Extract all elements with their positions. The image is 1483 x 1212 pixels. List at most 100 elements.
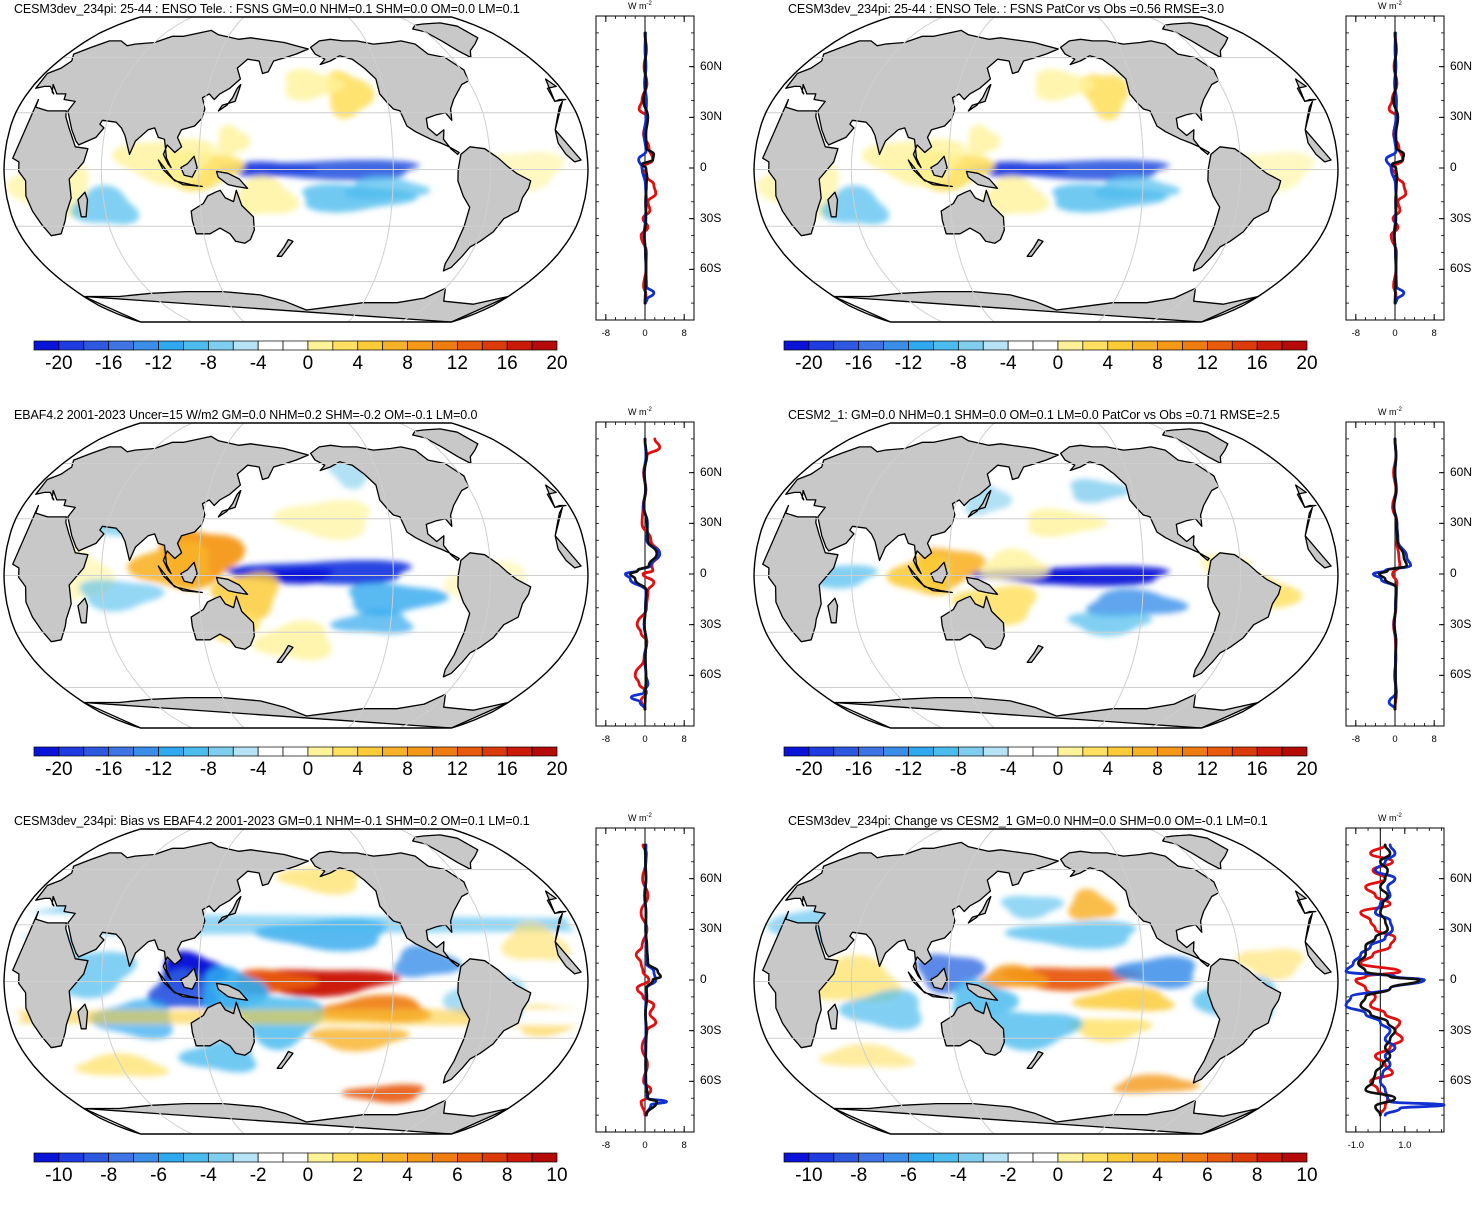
land-africa [12, 504, 582, 643]
profile-x-tick-label: -8 [601, 734, 611, 745]
land-japan [967, 83, 992, 112]
colorbar-swatch [957, 1152, 984, 1163]
longitude-line [948, 829, 995, 1134]
colorbar-tick-label: 12 [446, 759, 468, 780]
land-madagascar [77, 191, 89, 218]
colorbar-tick-label: -20 [795, 353, 823, 374]
land-indonesia [907, 971, 953, 1000]
profile-latitude-label: 60N [700, 464, 723, 479]
colorbar-tick-label: 8 [402, 759, 413, 780]
colorbar [33, 1152, 558, 1163]
profile-x-tick-label: 0 [642, 734, 648, 745]
land-borneo [930, 155, 948, 178]
colorbar-swatch [257, 340, 284, 351]
anomaly-region [886, 554, 954, 596]
land-eurasia [785, 435, 1317, 575]
land-australia [190, 1001, 255, 1056]
colorbar-tick-label: -12 [144, 759, 173, 780]
colorbar-tick-label: -4 [999, 759, 1017, 780]
colorbar-swatch [783, 746, 810, 757]
colorbar-tick-label: 4 [1102, 759, 1114, 780]
colorbar-swatch [1157, 340, 1183, 351]
profile-latitude-label: 60S [1450, 1073, 1472, 1088]
profile-latitude-label: 0 [1450, 972, 1457, 986]
colorbar-swatch [1182, 746, 1208, 757]
colorbar-swatch [207, 746, 234, 757]
colorbar-swatch [933, 340, 959, 351]
colorbar-swatch [908, 1152, 934, 1163]
profile-unit-exponent: -2 [646, 813, 652, 819]
profile-latitude-label: 60N [1450, 58, 1473, 73]
longitude-line [1149, 829, 1242, 1134]
map-panel-6: CESM3dev_234pi: Change vs CESM2_1 GM=0.0… [750, 812, 1483, 1212]
colorbar-tick-label: 16 [496, 353, 518, 374]
land-borneo [930, 561, 948, 584]
colorbar-tick-label: 6 [452, 1165, 463, 1186]
colorbar-swatch [83, 746, 110, 757]
longitude-line [948, 423, 995, 728]
anomaly-region [14, 1004, 582, 1037]
anomaly-region [1035, 68, 1095, 101]
land-madagascar [77, 597, 89, 624]
robinson-map [753, 422, 1339, 729]
anomaly-region [980, 1011, 1084, 1051]
profile-latitude-label: 0 [1450, 160, 1457, 174]
land-newGuinea [965, 982, 999, 1002]
anomaly-region [838, 989, 922, 1031]
colorbar-swatch [1007, 746, 1034, 757]
colorbar-swatch [382, 746, 408, 757]
profile-latitude-label: 60S [700, 667, 722, 682]
anomaly-region [252, 620, 332, 661]
colorbar-swatch [382, 340, 408, 351]
colorbar-swatch [833, 1152, 860, 1163]
longitude-line [1097, 423, 1144, 728]
profile-unit-text: W m [628, 813, 647, 823]
colorbar-tick-label: 16 [1246, 353, 1268, 374]
profile-line-new [643, 843, 662, 1117]
colorbar-tick-label: 4 [352, 759, 364, 780]
colorbar-swatch [1032, 340, 1059, 351]
longitude-line [1097, 829, 1144, 1134]
colorbar-swatch [1281, 340, 1308, 351]
colorbar-tick-label: 20 [546, 759, 568, 780]
colorbar-swatch [908, 746, 934, 757]
profile-x-tick-label: 1.0 [1398, 1140, 1412, 1151]
colorbar-swatch [783, 340, 810, 351]
colorbar-swatch [957, 746, 984, 757]
colorbar-swatch [232, 1152, 259, 1163]
land-newGuinea [215, 170, 249, 190]
colorbar-tick-label: 6 [1202, 1165, 1213, 1186]
zonal-mean-profile: W m-2 60N 30N 0 30S 60S -8 0 8 [1342, 407, 1483, 758]
anomaly-region [797, 954, 903, 1003]
land-newGuinea [965, 576, 999, 596]
land-newGuinea [965, 170, 999, 190]
robinson-map [3, 422, 589, 729]
land-newGuinea [215, 576, 249, 596]
land-eurasia [35, 29, 567, 169]
colorbar-swatch [1157, 746, 1183, 757]
colorbar [783, 746, 1308, 757]
panel-title: EBAF4.2 2001-2023 Uncer=15 W/m2 GM=0.0 N… [14, 408, 478, 422]
anomaly-region [979, 548, 1050, 580]
colorbar-tick-label: -6 [150, 1165, 167, 1186]
colorbar-swatch [33, 340, 60, 351]
anomaly-region [393, 945, 463, 978]
profile-latitude-label: 30S [1450, 616, 1472, 631]
profile-plot [595, 15, 695, 321]
land-northAmerica [309, 38, 469, 156]
profile-unit-exponent: -2 [1396, 813, 1402, 819]
profile-latitude-label: 30N [1450, 921, 1473, 936]
longitude-line [1149, 423, 1242, 728]
colorbar-swatch [481, 1152, 508, 1163]
profile-unit-exponent: -2 [646, 1, 652, 7]
colorbar-swatch [1281, 1152, 1308, 1163]
land-indonesia [907, 565, 953, 594]
profile-latitude-label: 30S [1450, 210, 1472, 225]
map-border [3, 16, 589, 323]
land-eurasia [35, 435, 567, 575]
map-panel-5: CESM3dev_234pi: Bias vs EBAF4.2 2001-202… [0, 812, 745, 1212]
longitude-line [198, 829, 245, 1134]
profile-unit: W m-2 [628, 1, 652, 11]
colorbar-swatch [1132, 1152, 1158, 1163]
anomaly-region [979, 964, 1050, 988]
